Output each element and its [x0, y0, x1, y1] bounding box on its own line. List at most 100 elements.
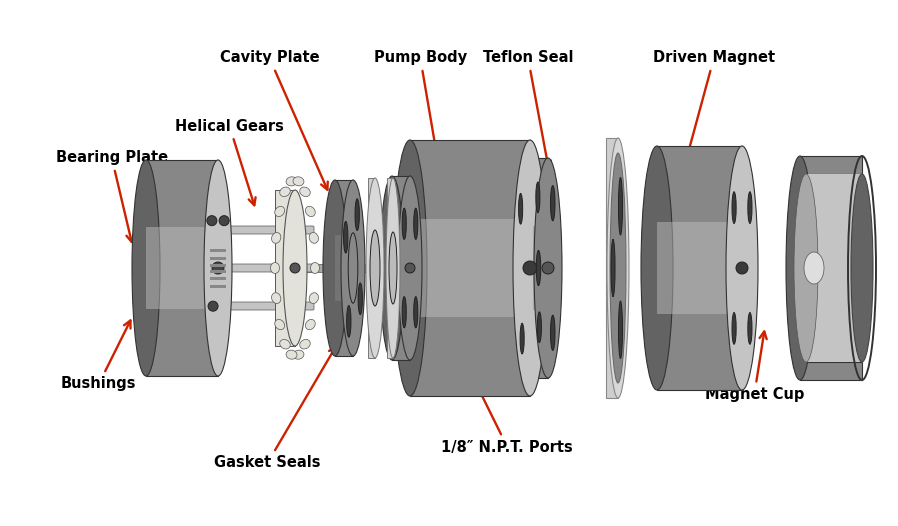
Bar	[533, 226, 548, 310]
Bar	[800, 156, 862, 174]
Ellipse shape	[275, 206, 285, 217]
Ellipse shape	[402, 297, 406, 328]
FancyBboxPatch shape	[217, 302, 314, 310]
Bar	[380, 262, 414, 274]
FancyBboxPatch shape	[217, 226, 314, 234]
Ellipse shape	[347, 306, 351, 337]
Ellipse shape	[300, 339, 311, 349]
Ellipse shape	[518, 194, 523, 224]
Ellipse shape	[311, 262, 320, 274]
Ellipse shape	[641, 146, 673, 390]
Ellipse shape	[414, 297, 418, 328]
Ellipse shape	[794, 174, 818, 362]
Ellipse shape	[405, 263, 415, 273]
Bar	[806, 174, 862, 362]
Bar	[606, 138, 618, 398]
Ellipse shape	[804, 252, 824, 284]
Ellipse shape	[851, 174, 873, 362]
Ellipse shape	[290, 263, 300, 273]
Ellipse shape	[611, 239, 615, 297]
Bar	[146, 160, 218, 376]
Ellipse shape	[748, 312, 752, 344]
Ellipse shape	[726, 146, 758, 390]
Ellipse shape	[366, 178, 384, 358]
Ellipse shape	[542, 262, 554, 274]
Ellipse shape	[619, 301, 622, 359]
Text: Magnet Cup: Magnet Cup	[705, 331, 804, 402]
Bar	[392, 233, 410, 303]
Ellipse shape	[370, 230, 380, 306]
Ellipse shape	[736, 262, 748, 274]
Ellipse shape	[519, 158, 547, 378]
Ellipse shape	[550, 186, 555, 221]
Bar	[657, 221, 742, 315]
Ellipse shape	[534, 158, 562, 378]
Bar	[392, 176, 410, 360]
Ellipse shape	[300, 187, 311, 197]
Ellipse shape	[204, 160, 232, 376]
Ellipse shape	[380, 176, 404, 360]
Ellipse shape	[283, 190, 307, 346]
Ellipse shape	[271, 292, 281, 304]
Ellipse shape	[748, 192, 752, 224]
Ellipse shape	[550, 315, 555, 350]
Ellipse shape	[536, 182, 540, 213]
Ellipse shape	[309, 292, 319, 304]
Ellipse shape	[275, 319, 285, 330]
Ellipse shape	[786, 156, 814, 380]
Ellipse shape	[536, 250, 541, 286]
Ellipse shape	[207, 216, 216, 226]
Ellipse shape	[402, 208, 406, 239]
Bar	[800, 362, 862, 380]
Bar	[275, 190, 295, 346]
Ellipse shape	[607, 138, 629, 398]
Ellipse shape	[309, 232, 319, 244]
Ellipse shape	[293, 350, 304, 359]
Ellipse shape	[293, 177, 304, 186]
Bar	[410, 219, 530, 317]
Text: Helical Gears: Helical Gears	[175, 119, 284, 205]
Ellipse shape	[389, 232, 397, 304]
Text: Teflon Seal: Teflon Seal	[483, 50, 573, 168]
Ellipse shape	[414, 208, 418, 239]
Bar	[368, 178, 375, 358]
Ellipse shape	[344, 221, 348, 253]
Ellipse shape	[520, 323, 524, 354]
Text: Driven Magnet: Driven Magnet	[653, 50, 775, 168]
Bar	[275, 264, 395, 272]
Text: Cavity Plate: Cavity Plate	[220, 50, 328, 190]
Ellipse shape	[610, 153, 626, 383]
Ellipse shape	[348, 233, 357, 303]
Ellipse shape	[286, 350, 297, 359]
Ellipse shape	[323, 180, 347, 356]
Bar	[657, 146, 742, 390]
Ellipse shape	[386, 178, 400, 358]
Ellipse shape	[619, 177, 622, 235]
Ellipse shape	[286, 177, 297, 186]
Ellipse shape	[358, 283, 363, 315]
Text: Gasket Seals: Gasket Seals	[215, 347, 336, 470]
Text: Bearing Plate: Bearing Plate	[56, 150, 168, 242]
Ellipse shape	[732, 312, 736, 344]
Ellipse shape	[270, 262, 279, 274]
Ellipse shape	[271, 232, 281, 244]
Ellipse shape	[523, 261, 537, 275]
Bar	[210, 257, 226, 259]
Ellipse shape	[398, 176, 422, 360]
Ellipse shape	[341, 180, 365, 356]
Ellipse shape	[208, 301, 218, 311]
Ellipse shape	[537, 312, 541, 342]
Bar	[410, 140, 530, 396]
Bar	[210, 277, 226, 279]
Text: 1/8″ N.P.T. Ports: 1/8″ N.P.T. Ports	[442, 352, 573, 454]
Ellipse shape	[212, 262, 224, 274]
Bar	[210, 285, 226, 288]
Ellipse shape	[280, 187, 290, 197]
Ellipse shape	[219, 216, 229, 226]
Ellipse shape	[280, 339, 290, 349]
Text: Bushings: Bushings	[61, 320, 136, 391]
Bar	[533, 158, 548, 378]
Ellipse shape	[355, 199, 359, 230]
Text: Pump Body: Pump Body	[374, 50, 467, 168]
Bar	[146, 227, 218, 309]
